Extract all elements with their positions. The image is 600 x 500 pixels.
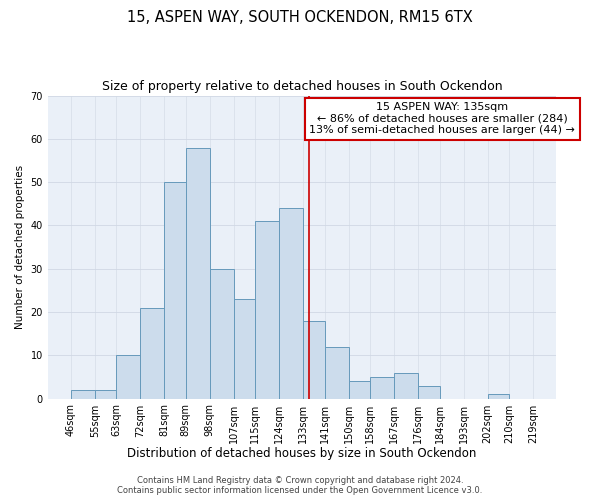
X-axis label: Distribution of detached houses by size in South Ockendon: Distribution of detached houses by size … <box>127 447 477 460</box>
Y-axis label: Number of detached properties: Number of detached properties <box>15 165 25 329</box>
Bar <box>95 390 116 398</box>
Bar <box>164 182 186 398</box>
Bar <box>325 346 349 399</box>
Bar <box>370 377 394 398</box>
Text: 15 ASPEN WAY: 135sqm
← 86% of detached houses are smaller (284)
13% of semi-deta: 15 ASPEN WAY: 135sqm ← 86% of detached h… <box>310 102 575 135</box>
Bar <box>234 299 255 398</box>
Bar <box>304 320 325 398</box>
Bar <box>418 386 440 398</box>
Bar <box>116 356 140 399</box>
Bar <box>349 382 370 398</box>
Text: Contains HM Land Registry data © Crown copyright and database right 2024.
Contai: Contains HM Land Registry data © Crown c… <box>118 476 482 495</box>
Title: Size of property relative to detached houses in South Ockendon: Size of property relative to detached ho… <box>102 80 502 93</box>
Bar <box>71 390 95 398</box>
Bar <box>488 394 509 398</box>
Bar <box>280 208 304 398</box>
Bar <box>210 268 234 398</box>
Bar <box>255 221 280 398</box>
Text: 15, ASPEN WAY, SOUTH OCKENDON, RM15 6TX: 15, ASPEN WAY, SOUTH OCKENDON, RM15 6TX <box>127 10 473 25</box>
Bar <box>186 148 210 398</box>
Bar <box>394 372 418 398</box>
Bar <box>140 308 164 398</box>
